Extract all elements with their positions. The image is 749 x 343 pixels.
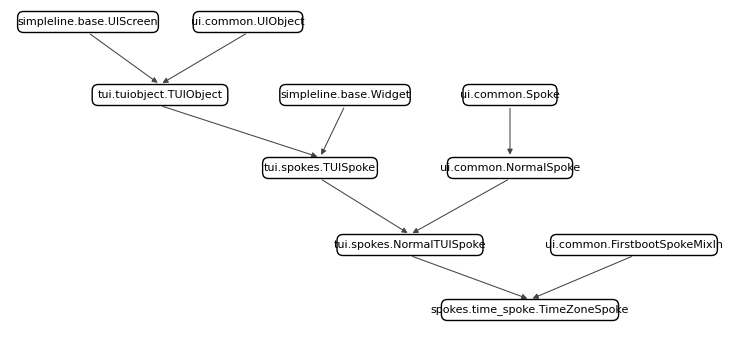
Text: simpleline.base.UIScreen: simpleline.base.UIScreen — [18, 17, 158, 27]
Text: spokes.time_spoke.TimeZoneSpoke: spokes.time_spoke.TimeZoneSpoke — [431, 305, 629, 316]
FancyBboxPatch shape — [463, 84, 557, 106]
FancyBboxPatch shape — [193, 12, 303, 33]
FancyBboxPatch shape — [337, 235, 483, 256]
FancyBboxPatch shape — [447, 157, 572, 178]
FancyBboxPatch shape — [280, 84, 410, 106]
Text: ui.common.FirstbootSpokeMixIn: ui.common.FirstbootSpokeMixIn — [545, 240, 723, 250]
FancyBboxPatch shape — [551, 235, 718, 256]
Text: ui.common.UIObject: ui.common.UIObject — [191, 17, 305, 27]
FancyBboxPatch shape — [92, 84, 228, 106]
Text: tui.spokes.NormalTUISpoke: tui.spokes.NormalTUISpoke — [334, 240, 486, 250]
Text: ui.common.NormalSpoke: ui.common.NormalSpoke — [440, 163, 580, 173]
Text: ui.common.Spoke: ui.common.Spoke — [460, 90, 560, 100]
Text: tui.tuiobject.TUIObject: tui.tuiobject.TUIObject — [97, 90, 222, 100]
Text: simpleline.base.Widget: simpleline.base.Widget — [280, 90, 410, 100]
Text: tui.spokes.TUISpoke: tui.spokes.TUISpoke — [264, 163, 376, 173]
FancyBboxPatch shape — [263, 157, 377, 178]
FancyBboxPatch shape — [17, 12, 158, 33]
FancyBboxPatch shape — [441, 299, 619, 320]
